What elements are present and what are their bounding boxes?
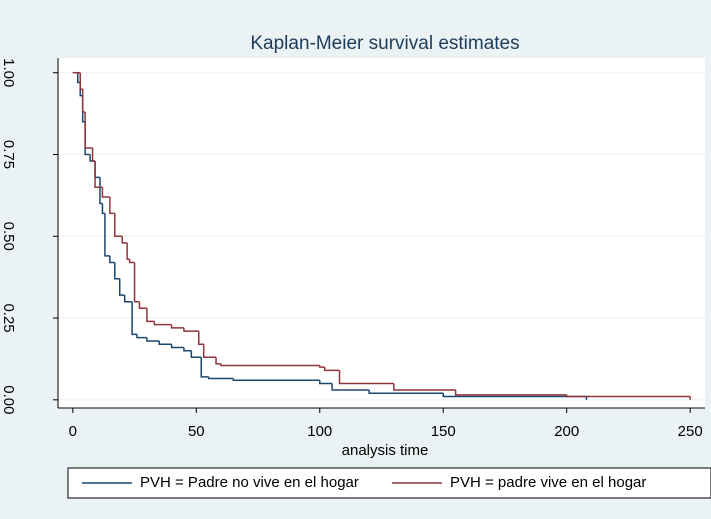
km-step — [319, 365, 325, 368]
km-step — [198, 331, 204, 345]
y-tick-label: 0.50 — [0, 222, 17, 251]
km-step — [77, 72, 81, 84]
km-step — [91, 147, 96, 162]
x-tick-label: 200 — [554, 423, 579, 440]
km-step — [121, 236, 128, 244]
km-step — [190, 350, 202, 359]
km-step — [146, 308, 155, 323]
km-step — [158, 340, 172, 345]
km-step — [79, 72, 83, 90]
km-step — [123, 295, 133, 303]
km-step — [338, 370, 394, 385]
x-tick-label: 100 — [307, 423, 332, 440]
km-step — [101, 203, 105, 215]
km-step — [232, 378, 320, 381]
km-step — [114, 262, 120, 280]
km-step — [126, 242, 130, 260]
x-tick-label: 0 — [69, 423, 77, 440]
km-step — [220, 363, 320, 367]
km-step — [319, 380, 333, 385]
km-step — [200, 357, 209, 378]
km-step — [207, 376, 234, 380]
km-step — [393, 383, 456, 391]
km-step — [84, 111, 93, 149]
y-tick-label: 0.00 — [0, 385, 17, 414]
km-step — [183, 327, 199, 332]
chart-title: Kaplan-Meier survival estimates — [250, 33, 519, 54]
km-step — [331, 383, 370, 391]
km-step — [109, 255, 115, 264]
km-step — [131, 301, 138, 336]
km-step — [99, 177, 103, 205]
x-tick-label: 150 — [431, 423, 456, 440]
x-tick-label: 50 — [188, 423, 205, 440]
km-step — [202, 344, 217, 359]
legend-label: PVH = Padre no vive en el hogar — [140, 474, 359, 491]
km-step — [146, 337, 160, 342]
km-step — [136, 334, 147, 339]
y-tick-label: 1.00 — [0, 58, 17, 87]
km-step — [104, 213, 110, 257]
km-step — [94, 161, 103, 188]
y-tick-label: 0.25 — [0, 303, 17, 332]
x-axis-title: analysis time — [342, 442, 429, 459]
km-step — [170, 344, 184, 349]
km-step — [170, 324, 184, 329]
km-step — [368, 390, 444, 395]
km-step — [215, 357, 221, 365]
plot-area — [58, 58, 705, 408]
km-step — [323, 367, 340, 372]
km-step — [153, 321, 172, 326]
km-step — [183, 347, 192, 352]
km-step — [128, 259, 135, 264]
km-step — [109, 197, 115, 215]
legend — [67, 467, 711, 499]
km-step — [565, 394, 691, 398]
km-step — [114, 213, 123, 238]
legend-label: PVH = padre vive en el hogar — [450, 474, 646, 491]
km-step — [442, 393, 587, 398]
km-step — [118, 278, 125, 296]
km-step — [81, 89, 86, 113]
x-tick-label: 250 — [678, 423, 703, 440]
km-step — [133, 262, 140, 303]
y-tick-label: 0.75 — [0, 140, 17, 169]
km-step — [101, 187, 110, 198]
km-step — [454, 390, 567, 396]
km-step — [138, 301, 147, 309]
